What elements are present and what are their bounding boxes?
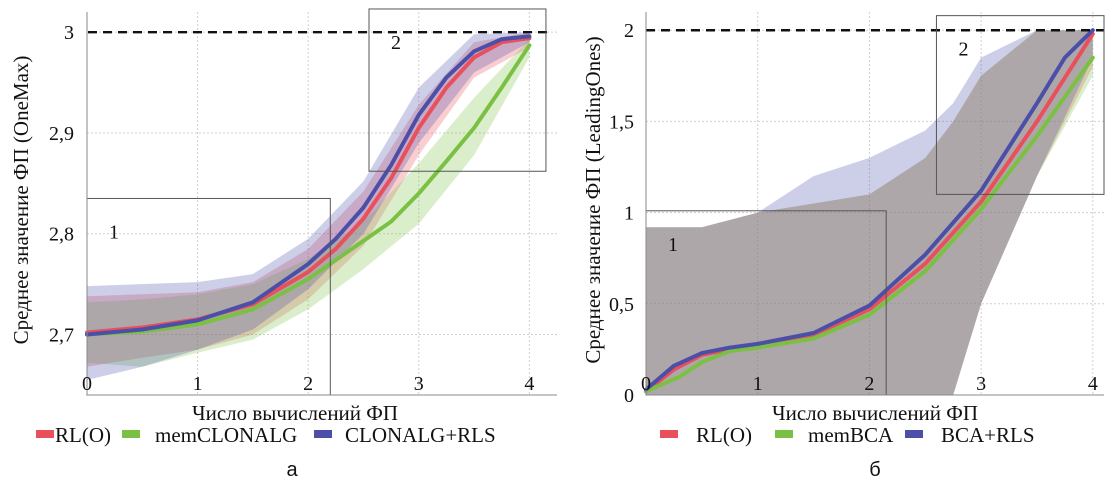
axes-b xyxy=(645,12,1104,396)
y-tick-label: 0 xyxy=(624,385,634,407)
x-axis-label-a: Число вычислений ФП xyxy=(192,401,398,425)
y-axis-label-a: Среднее значение ФП (OneMax) xyxy=(9,56,33,345)
legend-swatch xyxy=(122,430,140,438)
panel-label-a: а xyxy=(286,459,298,480)
x-tick-label: 0 xyxy=(82,373,92,395)
legend-b: RL(O) memBCA BCA+RLS xyxy=(660,423,1035,447)
x-tick-label: 0 xyxy=(641,373,651,395)
y-tick-label: 2,9 xyxy=(49,123,74,145)
y-tick-label: 2,7 xyxy=(49,325,74,347)
confidence-band xyxy=(646,30,1093,395)
legend-swatch xyxy=(660,430,678,438)
series-lines-b xyxy=(644,28,1095,394)
y-tick-label: 0,5 xyxy=(609,294,634,316)
zone-label: 2 xyxy=(958,39,968,61)
x-axis-label-b: Число вычислений ФП xyxy=(772,401,978,425)
zone-label: 1 xyxy=(668,234,678,256)
x-tick-label: 2 xyxy=(864,373,874,395)
legend-swatch xyxy=(36,430,54,438)
x-tick-label: 4 xyxy=(1088,373,1098,395)
series-line xyxy=(85,34,532,337)
legend-entry: BCA+RLS xyxy=(941,423,1035,447)
y-tick-label: 3 xyxy=(64,22,74,44)
zone-label: 1 xyxy=(109,221,119,243)
tick-labels-b: 0 1 2 3 4 0 0,5 1 1,5 2 xyxy=(609,20,1098,407)
y-axis-label-b: Среднее значение ФП (LeadingOnes) xyxy=(581,36,605,363)
legend-a: RL(O) memCLONALG CLONALG+RLS xyxy=(36,423,496,447)
legend-entry: RL(O) xyxy=(55,423,111,447)
legend-entry: RL(O) xyxy=(696,423,752,447)
chart-panel-a: 1 2 0 1 2 3 4 2,7 2,8 2,9 3 Число вычислений ФП С… xyxy=(9,8,557,480)
legend-entry: memBCA xyxy=(808,423,894,447)
bands-b xyxy=(646,30,1093,395)
x-tick-label: 3 xyxy=(414,373,424,395)
x-tick-label: 1 xyxy=(753,373,763,395)
x-tick-label: 3 xyxy=(976,373,986,395)
y-tick-label: 2,8 xyxy=(49,224,74,246)
zone-box xyxy=(935,15,1105,195)
legend-entry: memCLONALG xyxy=(155,423,297,447)
series-lines-a xyxy=(85,34,532,337)
legend-swatch xyxy=(905,430,923,438)
series-line xyxy=(85,43,532,337)
chart-panel-b: 1 2 0 1 2 3 4 0 0,5 1 1,5 2 Число вычислений ФП Ср… xyxy=(581,12,1105,480)
zone-box xyxy=(368,8,547,172)
y-tick-label: 1,5 xyxy=(609,111,634,133)
panel-label-b: б xyxy=(869,459,880,480)
confidence-band xyxy=(646,30,1093,395)
x-tick-label: 4 xyxy=(524,373,534,395)
confidence-band xyxy=(87,32,530,380)
x-tick-label: 1 xyxy=(193,373,203,395)
legend-swatch xyxy=(775,430,793,438)
legend-entry: CLONALG+RLS xyxy=(345,423,496,447)
x-tick-label: 2 xyxy=(303,373,313,395)
legend-swatch xyxy=(314,430,332,438)
series-line xyxy=(644,28,1095,392)
y-tick-label: 2 xyxy=(624,20,634,42)
series-line xyxy=(644,55,1095,394)
zone-label: 2 xyxy=(391,32,401,54)
confidence-band xyxy=(646,30,1093,395)
axes-a xyxy=(86,12,557,396)
y-tick-label: 1 xyxy=(624,203,634,225)
tick-labels-a: 0 1 2 3 4 2,7 2,8 2,9 3 xyxy=(49,22,534,395)
